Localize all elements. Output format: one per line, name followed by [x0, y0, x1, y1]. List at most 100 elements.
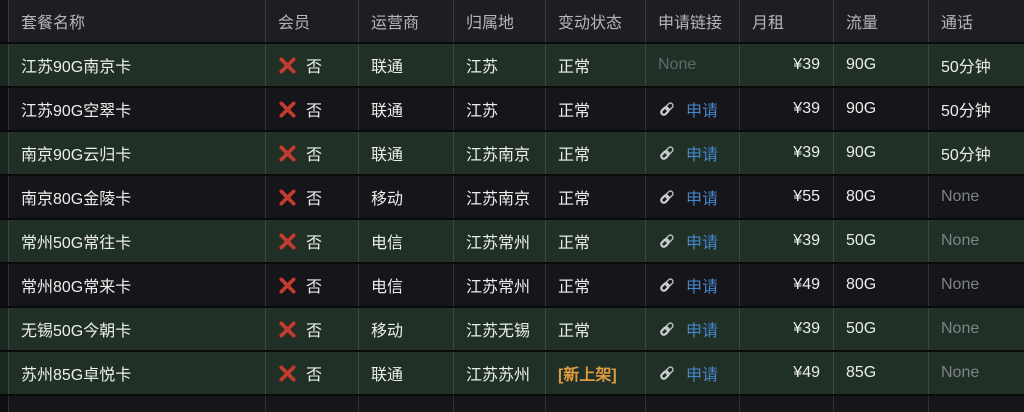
no-link-label: None: [658, 56, 697, 73]
cell-member: 否: [265, 132, 358, 174]
left-gutter: [0, 352, 8, 394]
header-operator: 运营商: [358, 0, 453, 42]
cell-plan-name: 南京80G金陵卡: [8, 176, 265, 218]
cell-price: ¥39: [739, 88, 833, 130]
cell-plan-name: 江苏90G南京卡: [8, 44, 265, 86]
cell-region: 江苏南京: [453, 132, 545, 174]
apply-link[interactable]: 申请: [686, 367, 719, 384]
cell-price: ¥49: [739, 264, 833, 306]
link-icon: [659, 100, 676, 117]
cell-status: 正常: [545, 264, 645, 306]
cell-status: 正常: [545, 88, 645, 130]
left-gutter: [0, 176, 8, 218]
cell-plan-name: 常州80G常来卡: [8, 264, 265, 306]
cell-operator: 电信: [358, 264, 453, 306]
member-label: 否: [306, 367, 323, 384]
cell-data: 85G: [833, 352, 928, 394]
table-row: 南京90G云归卡 否 联通 江苏南京 正常 申请 ¥39 90G 50分钟: [0, 132, 1024, 176]
cell-member: 否: [265, 88, 358, 130]
cell-region: 江苏: [453, 44, 545, 86]
table-row: 常州50G常往卡 否 电信 江苏常州 正常 申请 ¥39 50G None: [0, 220, 1024, 264]
cell-member: 否: [265, 220, 358, 262]
cell-member: 否: [265, 44, 358, 86]
cell-member: 否: [265, 308, 358, 350]
left-gutter: [0, 44, 8, 86]
cell-apply-link: 申请: [645, 132, 739, 174]
cell-status: 正常: [545, 308, 645, 350]
red-x-icon: [279, 364, 296, 382]
cell-plan-name: 常州50G常往卡: [8, 220, 265, 262]
member-label: 否: [306, 235, 323, 252]
cell-apply-link: 申请: [645, 264, 739, 306]
red-x-icon: [279, 56, 296, 74]
cell-status: 正常: [545, 220, 645, 262]
cell-status-new: [新上架]: [545, 352, 645, 394]
cell-operator: 联通: [358, 88, 453, 130]
left-gutter: [0, 396, 8, 412]
member-label: 否: [306, 59, 323, 76]
left-gutter: [0, 0, 8, 42]
link-icon: [659, 144, 676, 161]
header-call: 通话: [928, 0, 1024, 42]
cell-price: ¥49: [739, 352, 833, 394]
table-row: 江苏90G空翠卡 否 联通 江苏 正常 申请 ¥39 90G 50分钟: [0, 88, 1024, 132]
red-x-icon: [279, 232, 296, 250]
cell-call: None: [928, 308, 1024, 350]
table-row: 常州80G常来卡 否 电信 江苏常州 正常 申请 ¥49 80G None: [0, 264, 1024, 308]
cell-price: ¥55: [739, 176, 833, 218]
cell-apply-link: 申请: [645, 308, 739, 350]
cell-member: 否: [265, 352, 358, 394]
left-gutter: [0, 264, 8, 306]
apply-link[interactable]: 申请: [686, 235, 719, 252]
member-label: 否: [306, 279, 323, 296]
apply-link[interactable]: 申请: [686, 323, 719, 340]
table-header-row: 套餐名称 会员 运营商 归属地 变动状态 申请链接 月租 流量 通话: [0, 0, 1024, 44]
cell-operator: 联通: [358, 352, 453, 394]
cell-call: 50分钟: [928, 132, 1024, 174]
member-label: 否: [306, 191, 323, 208]
cell-status: 正常: [545, 132, 645, 174]
cell-apply-link: None: [645, 44, 739, 86]
apply-link[interactable]: 申请: [686, 103, 719, 120]
link-icon: [659, 276, 676, 293]
red-x-icon: [279, 188, 296, 206]
cell-region: 江苏苏州: [453, 352, 545, 394]
cell-apply-link: 申请: [645, 176, 739, 218]
apply-link[interactable]: 申请: [686, 147, 719, 164]
cell-operator: 联通: [358, 44, 453, 86]
left-gutter: [0, 220, 8, 262]
header-status: 变动状态: [545, 0, 645, 42]
header-apply-link: 申请链接: [645, 0, 739, 42]
cell-apply-link: 申请: [645, 88, 739, 130]
cell-operator: 电信: [358, 220, 453, 262]
cell-region: 江苏常州: [453, 264, 545, 306]
cell-call: None: [928, 220, 1024, 262]
table-row-partial: [0, 396, 1024, 412]
link-icon: [659, 320, 676, 337]
cell-status: 正常: [545, 44, 645, 86]
table-row: 南京80G金陵卡 否 移动 江苏南京 正常 申请 ¥55 80G None: [0, 176, 1024, 220]
cell-data: 80G: [833, 264, 928, 306]
member-label: 否: [306, 147, 323, 164]
cell-plan-name: 江苏90G空翠卡: [8, 88, 265, 130]
apply-link[interactable]: 申请: [686, 191, 719, 208]
table-row: 江苏90G南京卡 否 联通 江苏 正常 None ¥39 90G 50分钟: [0, 44, 1024, 88]
cell-price: ¥39: [739, 308, 833, 350]
cell-call: None: [928, 352, 1024, 394]
apply-link[interactable]: 申请: [686, 279, 719, 296]
cell-price: ¥39: [739, 44, 833, 86]
left-gutter: [0, 132, 8, 174]
red-x-icon: [279, 100, 296, 118]
cell-apply-link: 申请: [645, 220, 739, 262]
red-x-icon: [279, 320, 296, 338]
red-x-icon: [279, 144, 296, 162]
header-data: 流量: [833, 0, 928, 42]
link-icon: [659, 188, 676, 205]
cell-region: 江苏南京: [453, 176, 545, 218]
cell-call: 50分钟: [928, 44, 1024, 86]
cell-plan-name: 无锡50G今朝卡: [8, 308, 265, 350]
cell-apply-link: 申请: [645, 352, 739, 394]
header-price: 月租: [739, 0, 833, 42]
cell-data: 90G: [833, 44, 928, 86]
